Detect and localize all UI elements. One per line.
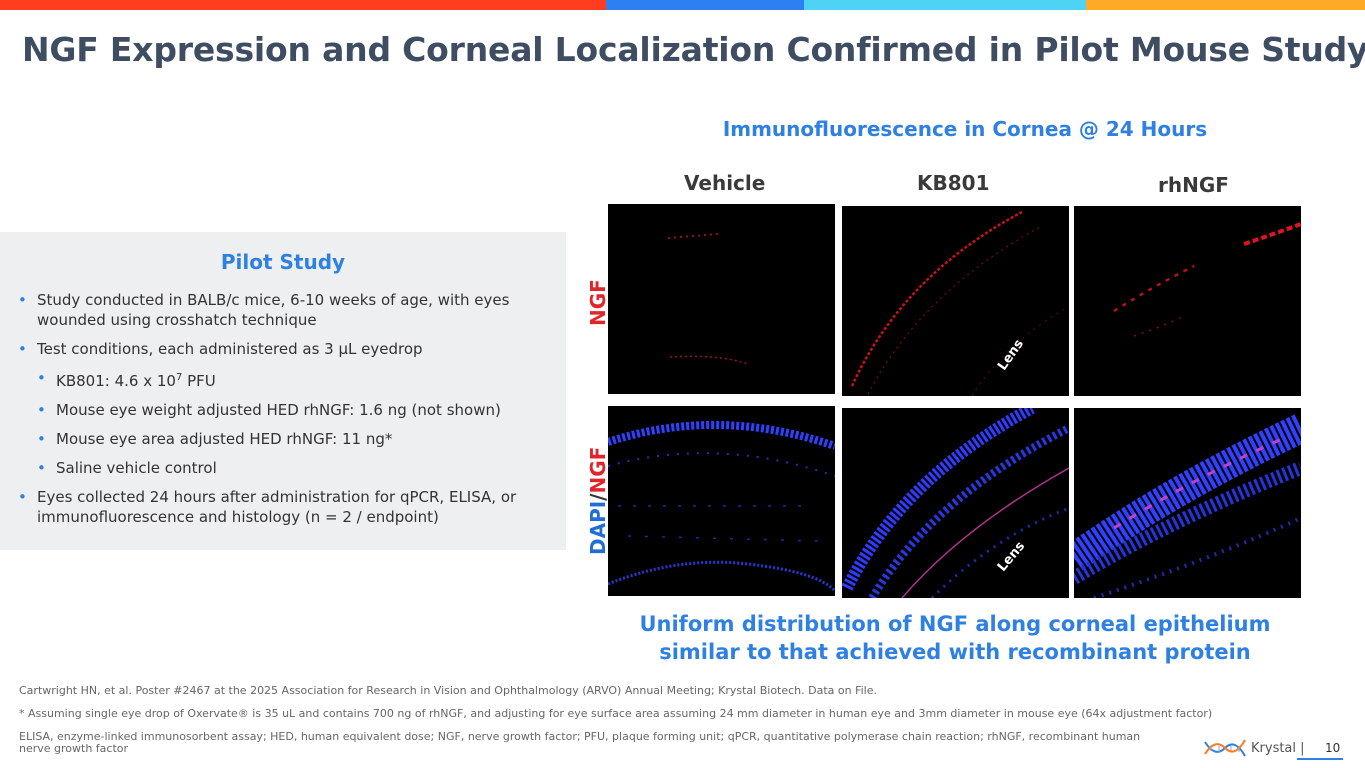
bullet-item: • Eyes collected 24 hours after administr… (18, 487, 548, 527)
dna-helix-icon (1204, 739, 1246, 757)
figure-title: Immunofluorescence in Cornea @ 24 Hours (722, 117, 1208, 141)
lens-label: Lens (995, 337, 1027, 374)
image-ngf-vehicle (608, 204, 835, 394)
brand-name: Krystal | (1251, 741, 1305, 756)
row-label-dapi-ngf: DAPI/NGF (586, 447, 610, 555)
row-label-dapi: DAPI (586, 500, 610, 555)
pilot-study-panel: Pilot Study • Study conducted in BALB/c m… (0, 232, 566, 550)
top-bar-cyan-segment (804, 0, 1086, 10)
image-dapi-kb801: Lens (842, 408, 1069, 598)
footnote-assumption: * Assuming single eye drop of Oxervate® … (19, 707, 1213, 720)
conclusion-text: Uniform distribution of NGF along cornea… (620, 610, 1290, 666)
row-label-ngf-part: NGF (586, 446, 610, 494)
image-ngf-rhngf (1074, 206, 1301, 396)
krystal-logo: Krystal | (1203, 736, 1343, 762)
pilot-study-title: Pilot Study (220, 250, 346, 274)
image-ngf-kb801: Lens (842, 206, 1069, 396)
bullet-dot-icon: • (18, 291, 27, 309)
footnote-reference: Cartwright HN, et al. Poster #2467 at th… (19, 684, 878, 697)
bullet-dot-icon: • (37, 401, 46, 419)
bullet-text: Mouse eye weight adjusted HED rhNGF: 1.6… (56, 401, 501, 419)
bullet-dot-icon: • (37, 369, 46, 387)
bullet-dot-icon: • (18, 488, 27, 506)
sub-bullet-item: • Saline vehicle control (18, 458, 548, 478)
sub-bullet-item: • Mouse eye weight adjusted HED rhNGF: 1.… (18, 400, 548, 420)
bullet-text: Mouse eye area adjusted HED rhNGF: 11 ng… (56, 430, 393, 448)
sub-bullet-item: • KB801: 4.6 x 107 PFU (18, 368, 548, 391)
conclusion-line-1: Uniform distribution of NGF along cornea… (639, 612, 1271, 636)
image-dapi-vehicle (608, 406, 835, 596)
bullet-text: Study conducted in BALB/c mice, 6-10 wee… (37, 291, 510, 329)
image-dapi-rhngf (1074, 408, 1301, 598)
row-label-slash: / (586, 493, 610, 501)
sub-bullet-item: • Mouse eye area adjusted HED rhNGF: 11 n… (18, 429, 548, 449)
bullet-text: Saline vehicle control (56, 459, 217, 477)
top-bar-red-segment (0, 0, 606, 10)
bullet-text: KB801: 4.6 x 10 (56, 372, 176, 390)
page-number: 10 (1325, 741, 1341, 755)
bullet-dot-icon: • (18, 340, 27, 358)
page-number-underline (1297, 758, 1343, 760)
top-bar-orange-segment (1086, 0, 1365, 10)
column-label-vehicle: Vehicle (684, 171, 766, 195)
footnote-abbreviations: ELISA, enzyme-linked immunosorbent assay… (19, 730, 1141, 755)
pilot-study-bullets: • Study conducted in BALB/c mice, 6-10 we… (18, 290, 548, 536)
bullet-text-suffix: PFU (182, 372, 216, 390)
conclusion-line-2: similar to that achieved with recombinan… (659, 640, 1251, 664)
row-label-ngf: NGF (586, 279, 610, 326)
lens-label: Lens (995, 539, 1029, 575)
column-label-rhngf: rhNGF (1158, 173, 1229, 197)
slide-title: NGF Expression and Corneal Localization … (22, 30, 1365, 69)
bullet-dot-icon: • (37, 430, 46, 448)
bullet-text: Test conditions, each administered as 3 … (37, 340, 423, 358)
top-bar-blue-segment (606, 0, 804, 10)
bullet-dot-icon: • (37, 459, 46, 477)
bullet-text: Eyes collected 24 hours after administra… (37, 488, 517, 526)
column-label-kb801: KB801 (917, 171, 990, 195)
bullet-item: • Study conducted in BALB/c mice, 6-10 we… (18, 290, 548, 330)
bullet-superscript: 7 (175, 372, 183, 383)
bullet-item: • Test conditions, each administered as 3… (18, 339, 548, 359)
top-color-bar (0, 0, 1365, 10)
